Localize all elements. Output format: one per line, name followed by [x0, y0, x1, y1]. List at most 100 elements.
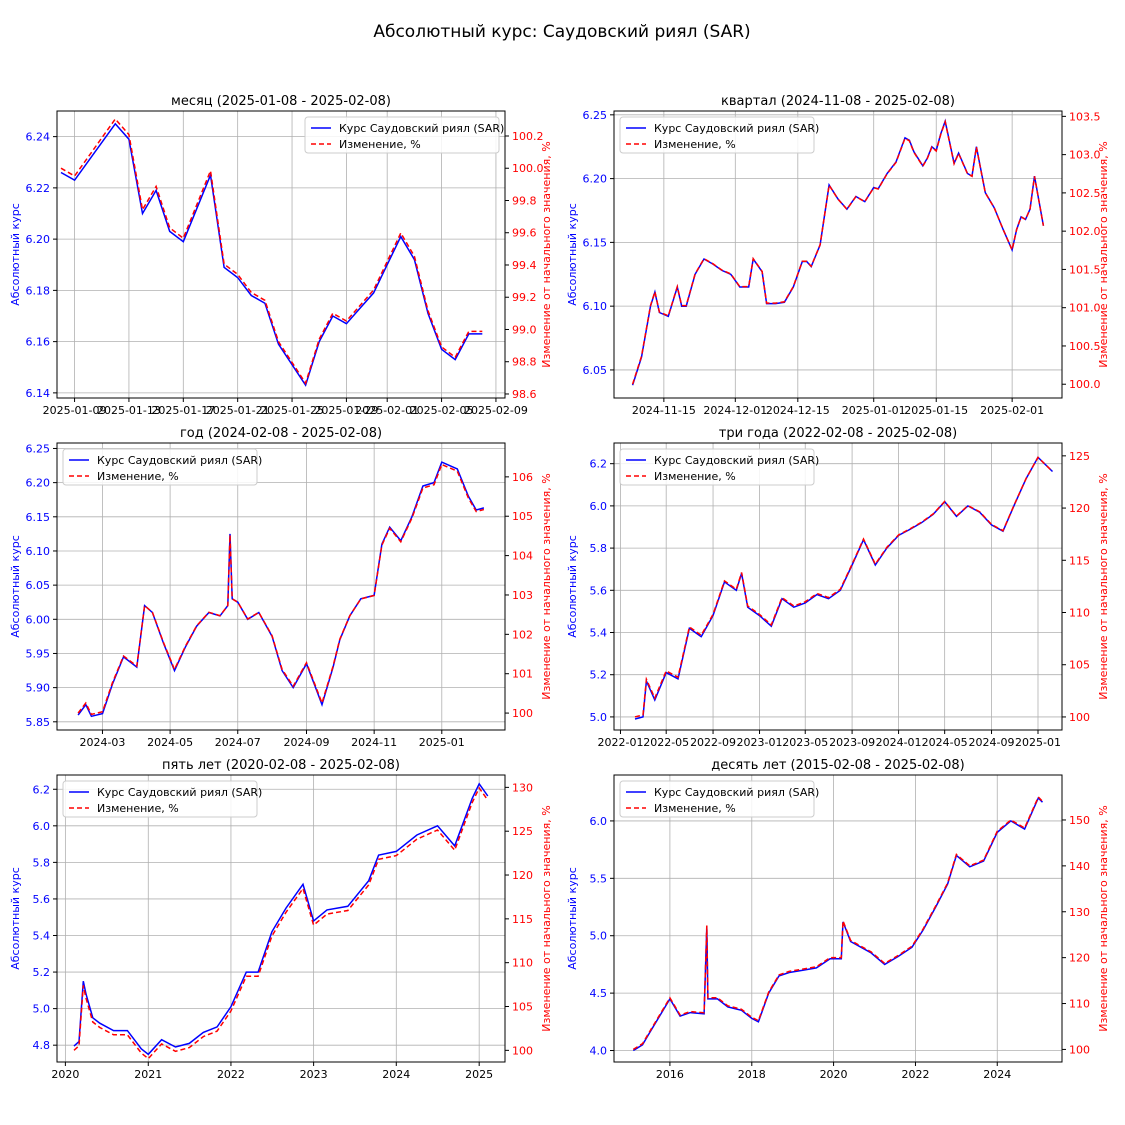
- x-tick-label: 2024-09: [969, 736, 1015, 749]
- legend: Курс Саудовский риял (SAR) Изменение, %: [619, 780, 819, 818]
- y2-tick-label: 120: [1069, 502, 1090, 515]
- x-tick-label: 2023: [300, 1068, 328, 1081]
- axes-frame: [613, 774, 1063, 1063]
- y-tick-label: 6.00: [26, 613, 51, 626]
- y2-tick-label: 103.5: [1069, 110, 1101, 123]
- series-line-change: [60, 117, 483, 385]
- y-tick-label: 6.20: [26, 233, 51, 246]
- y2-axis-label: Изменение от начального значения, %: [540, 141, 553, 367]
- y-tick-label: 6.2: [590, 458, 608, 471]
- series-line-rate: [77, 461, 485, 718]
- axes-frame: [613, 442, 1063, 731]
- y-tick-label: 5.85: [26, 716, 51, 729]
- x-tick-label: 2021: [134, 1068, 162, 1081]
- series-line-rate: [632, 796, 1044, 1052]
- y2-tick-label: 102: [512, 628, 533, 641]
- legend: Курс Саудовский риял (SAR) Изменение, %: [619, 116, 819, 154]
- x-tick-label: 2022-05: [643, 736, 689, 749]
- x-tick-label: 2025-01-29: [314, 404, 378, 417]
- subplot-3: 2024-03 2024-05 2024-07 2024-09 2024-11 2025-…: [9, 426, 553, 749]
- y-tick-label: 5.90: [26, 682, 51, 695]
- series-line-change: [631, 119, 1045, 385]
- x-tick-label: 2024: [983, 1068, 1011, 1081]
- y2-tick-label: 100: [512, 1044, 533, 1057]
- y-tick-label: 5.0: [590, 711, 608, 724]
- y2-tick-label: 99.0: [512, 323, 537, 336]
- y2-tick-label: 130: [512, 781, 533, 794]
- y-tick-label: 6.16: [26, 336, 51, 349]
- y2-tick-label: 105: [512, 510, 533, 523]
- x-tick-label: 2025-02-05: [410, 404, 474, 417]
- y2-tick-label: 106: [512, 471, 533, 484]
- axes-frame: [613, 110, 1063, 399]
- legend-label-rate: Курс Саудовский риял (SAR): [97, 786, 262, 799]
- y2-tick-label: 130: [1069, 906, 1090, 919]
- y2-tick-label: 99.2: [512, 291, 537, 304]
- y-tick-label: 6.20: [26, 477, 51, 490]
- axes-frame: [56, 442, 506, 731]
- subplot-4: 2022-01 2022-05 2022-09 2023-01 2023-05 2023-…: [566, 426, 1110, 749]
- x-tick-label: 2024: [382, 1068, 410, 1081]
- subplot-title: пять лет (2020-02-08 - 2025-02-08): [162, 758, 400, 773]
- legend-label-rate: Курс Саудовский риял (SAR): [654, 122, 819, 135]
- y-tick-label: 6.15: [583, 236, 608, 249]
- y-tick-label: 5.2: [33, 966, 51, 979]
- y2-tick-label: 100.0: [1069, 378, 1101, 391]
- legend-label-rate: Курс Саудовский риял (SAR): [339, 122, 504, 135]
- x-tick-label: 2025-01: [1015, 736, 1061, 749]
- y-tick-label: 5.2: [590, 669, 608, 682]
- y2-tick-label: 110: [512, 957, 533, 970]
- y-axis-label: Абсолютный курс: [9, 535, 22, 638]
- x-tick-label: 2025-01-17: [151, 404, 215, 417]
- y-axis-label: Абсолютный курс: [9, 203, 22, 306]
- y-tick-label: 5.0: [33, 1003, 51, 1016]
- x-tick-label: 2024-12-15: [766, 404, 830, 417]
- legend-label-change: Изменение, %: [97, 802, 179, 815]
- y2-axis-label: Изменение от начального значения, %: [1097, 805, 1110, 1031]
- y2-tick-label: 99.8: [512, 194, 537, 207]
- y-tick-label: 4.8: [33, 1039, 51, 1052]
- y2-tick-label: 102.5: [1069, 187, 1101, 200]
- y-tick-label: 5.5: [590, 872, 608, 885]
- y-tick-label: 6.18: [26, 284, 51, 297]
- subplot-title: квартал (2024-11-08 - 2025-02-08): [721, 94, 955, 109]
- x-tick-label: 2024-12-01: [703, 404, 767, 417]
- y2-tick-label: 102.0: [1069, 225, 1101, 238]
- figure-title: Абсолютный курс: Саудовский риял (SAR): [373, 22, 750, 42]
- y2-tick-label: 100: [1069, 1043, 1090, 1056]
- y-tick-label: 5.4: [590, 627, 608, 640]
- x-tick-label: 2025-02-01: [355, 404, 419, 417]
- legend-label-change: Изменение, %: [654, 470, 736, 483]
- subplot-title: три года (2022-02-08 - 2025-02-08): [719, 426, 957, 441]
- y2-tick-label: 101.5: [1069, 263, 1101, 276]
- y2-tick-label: 100: [512, 707, 533, 720]
- y-tick-label: 5.0: [590, 930, 608, 943]
- y2-tick-label: 150: [1069, 814, 1090, 827]
- x-tick-label: 2025: [465, 1068, 493, 1081]
- y2-tick-label: 101.0: [1069, 302, 1101, 315]
- y-tick-label: 6.25: [26, 442, 51, 455]
- y-tick-label: 6.10: [583, 300, 608, 313]
- y2-tick-label: 115: [1069, 554, 1090, 567]
- y2-tick-label: 104: [512, 550, 533, 563]
- x-tick-label: 2023-01: [737, 736, 783, 749]
- y2-tick-label: 105: [512, 1001, 533, 1014]
- subplot-6: 2016 2018 2020 2022 2024 4.0 4.5 5.0 5.5 6.0 100 11…: [566, 758, 1110, 1081]
- y-tick-label: 6.24: [26, 131, 51, 144]
- y2-axis-label: Изменение от начального значения, %: [540, 805, 553, 1031]
- x-tick-label: 2024-05: [922, 736, 968, 749]
- legend-box: [619, 116, 815, 154]
- y2-tick-label: 100.5: [1069, 340, 1101, 353]
- y2-tick-label: 98.6: [512, 388, 537, 401]
- legend-box: [62, 448, 258, 486]
- x-tick-label: 2020: [51, 1068, 79, 1081]
- x-tick-label: 2023-05: [782, 736, 828, 749]
- axes-frame: [56, 774, 506, 1063]
- y-tick-label: 6.2: [33, 783, 51, 796]
- y-tick-label: 6.10: [26, 545, 51, 558]
- y-axis-label: Абсолютный курс: [566, 203, 579, 306]
- legend: Курс Саудовский риял (SAR) Изменение, %: [62, 448, 262, 486]
- legend: Курс Саудовский риял (SAR) Изменение, %: [62, 780, 262, 818]
- y2-tick-label: 110: [1069, 998, 1090, 1011]
- y-tick-label: 4.0: [590, 1045, 608, 1058]
